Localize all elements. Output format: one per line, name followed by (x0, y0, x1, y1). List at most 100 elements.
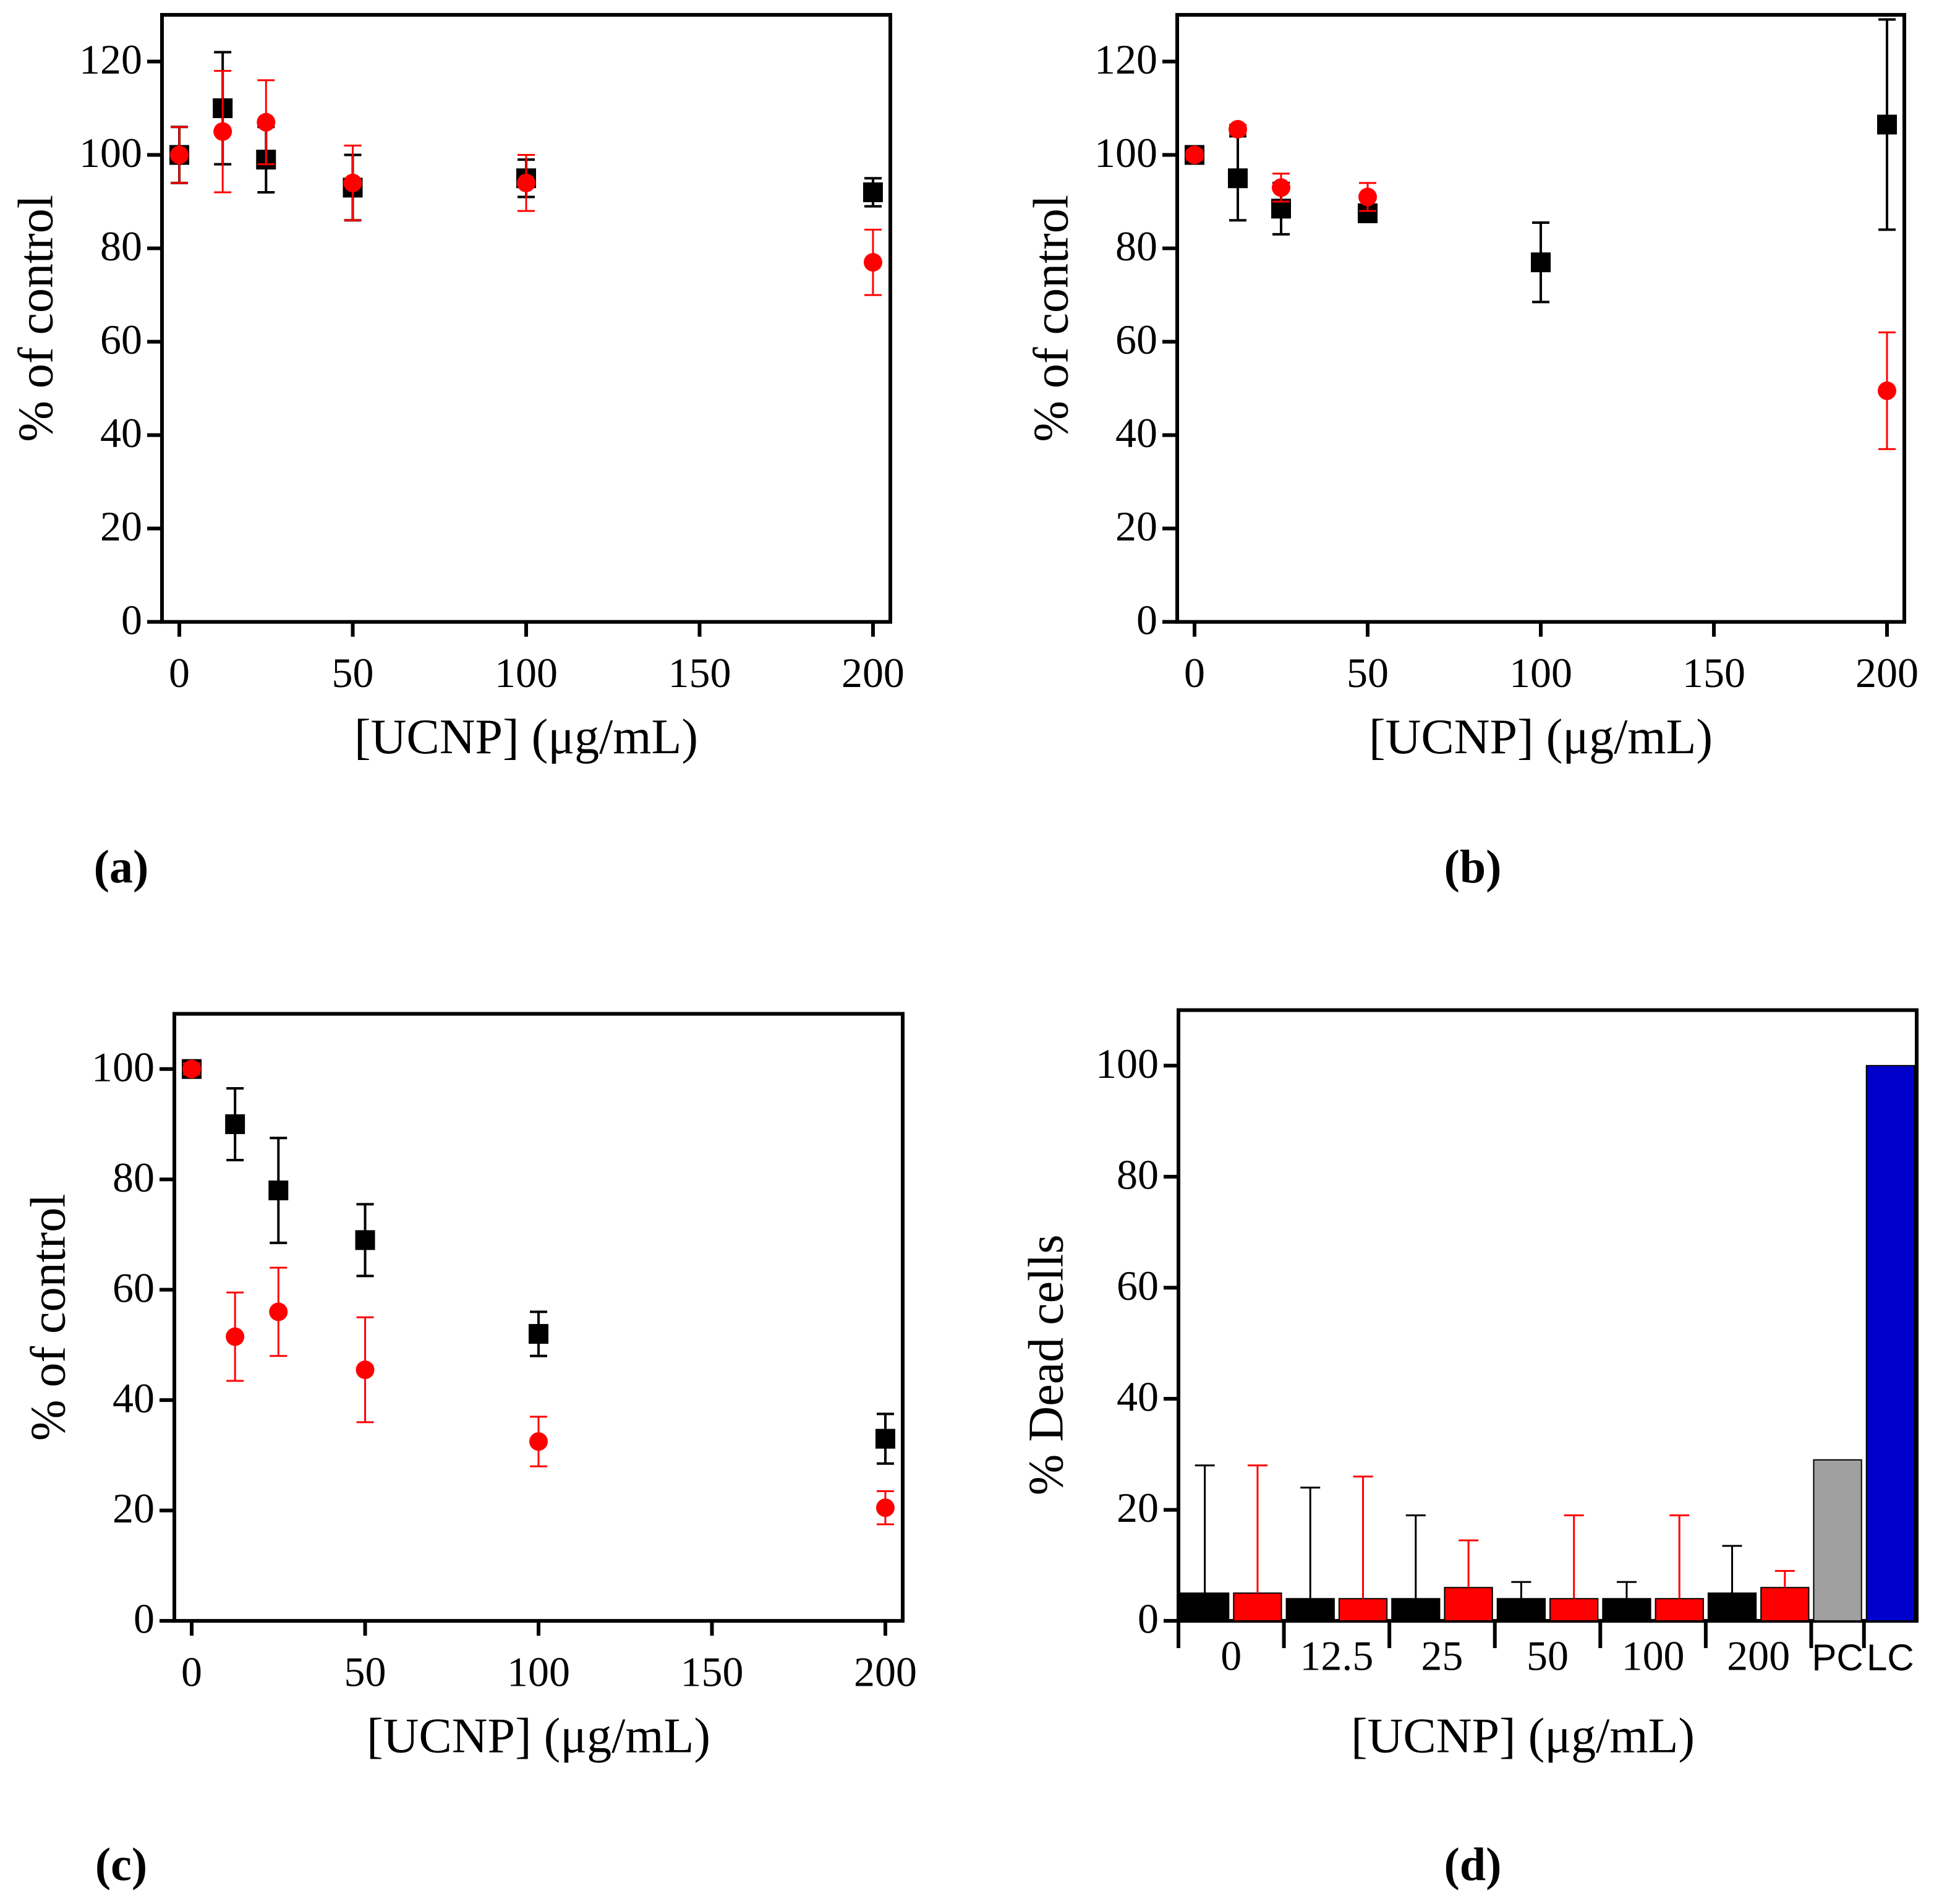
y-tick-label: 100 (1096, 1040, 1159, 1087)
y-tick-label: 120 (79, 36, 142, 83)
point (517, 173, 535, 192)
y-tick-label: 0 (134, 1595, 155, 1642)
y-axis-title: % of control (1024, 195, 1078, 442)
x-tick-label: 150 (1682, 649, 1745, 696)
y-tick-label: 80 (1115, 223, 1157, 270)
x-tick-label: 50 (332, 649, 374, 696)
y-tick-label: 60 (1117, 1262, 1159, 1309)
bar (1813, 1459, 1862, 1622)
x-tick-label: 50 (344, 1649, 386, 1696)
point (170, 145, 189, 164)
bar (1180, 1592, 1230, 1622)
x-tick-label: 200 (854, 1649, 917, 1696)
y-tick-label: 20 (1117, 1484, 1159, 1531)
bar (1444, 1587, 1493, 1622)
point (875, 1428, 895, 1449)
panel-label: (a) (94, 841, 149, 893)
bar (1391, 1598, 1441, 1622)
y-tick-label: 40 (100, 409, 142, 456)
y-tick-label: 20 (113, 1485, 155, 1532)
y-tick-label: 0 (121, 596, 142, 643)
point (1358, 187, 1377, 207)
x-tick-label: 50 (1527, 1633, 1569, 1680)
bar (1338, 1598, 1388, 1622)
panel-label: (d) (1444, 1838, 1502, 1890)
x-tick-label: 0 (1220, 1633, 1242, 1680)
bar (1602, 1598, 1651, 1622)
x-axis-title: [UCNP] (μg/mL) (1369, 710, 1713, 764)
x-tick-label: 200 (841, 649, 905, 696)
bar (1496, 1598, 1546, 1622)
y-tick-label: 100 (92, 1043, 155, 1090)
plot-frame (160, 12, 892, 624)
point (269, 1302, 288, 1321)
x-tick-label: 0 (181, 1649, 202, 1696)
bar (1655, 1598, 1704, 1622)
x-tick-label: 100 (507, 1649, 570, 1696)
y-tick-label: 0 (1138, 1595, 1159, 1642)
x-tick-label: 0 (1184, 649, 1205, 696)
bar (1707, 1592, 1757, 1622)
x-tick-label: 150 (680, 1649, 743, 1696)
point (268, 1180, 289, 1201)
point (257, 113, 276, 132)
y-tick-label: 20 (100, 503, 142, 550)
bar (1865, 1065, 1915, 1622)
point (356, 1360, 375, 1380)
y-tick-label: 80 (113, 1154, 155, 1201)
y-tick-label: 80 (100, 223, 142, 270)
point (529, 1432, 548, 1451)
y-tick-label: 40 (113, 1375, 155, 1422)
y-axis-title: % Dead cells (1019, 1234, 1073, 1495)
point (1531, 252, 1551, 273)
bar (1233, 1592, 1282, 1622)
y-tick-label: 40 (1115, 409, 1157, 456)
y-tick-label: 100 (79, 129, 142, 176)
panel-label: (c) (95, 1838, 147, 1890)
point (213, 122, 232, 141)
point (1185, 145, 1204, 164)
x-axis-title: [UCNP] (μg/mL) (1351, 1709, 1695, 1763)
x-tick-label: 150 (668, 649, 731, 696)
point (225, 1114, 245, 1134)
plot-frame (1177, 1008, 1919, 1623)
bar (1549, 1598, 1599, 1622)
x-tick-label: 100 (1509, 649, 1572, 696)
x-tick-label: 12.5 (1300, 1633, 1373, 1680)
point (875, 1498, 895, 1518)
y-tick-label: 0 (1136, 596, 1157, 643)
panel-label: (b) (1444, 841, 1502, 893)
x-tick-label: 200 (1855, 649, 1919, 696)
point (1228, 168, 1248, 189)
point (355, 1230, 375, 1250)
x-tick-label: 0 (169, 649, 190, 696)
point (1878, 381, 1896, 400)
y-tick-label: 60 (113, 1264, 155, 1311)
y-tick-label: 40 (1117, 1373, 1159, 1420)
x-axis-title: [UCNP] (μg/mL) (354, 710, 698, 764)
plot-frame (1175, 12, 1906, 624)
bar (1760, 1587, 1810, 1622)
x-tick-label: PC (1812, 1637, 1863, 1678)
point (863, 253, 882, 272)
y-tick-label: 100 (1094, 129, 1157, 176)
x-tick-label: 25 (1421, 1633, 1463, 1680)
x-axis-title: [UCNP] (μg/mL) (367, 1709, 710, 1763)
x-tick-label: LC (1867, 1637, 1914, 1678)
point (863, 182, 883, 202)
x-tick-label: 50 (1347, 649, 1389, 696)
y-tick-label: 80 (1117, 1151, 1159, 1198)
y-tick-label: 20 (1115, 503, 1157, 550)
point (343, 173, 362, 192)
y-axis-title: % of control (9, 195, 63, 442)
point (226, 1327, 245, 1346)
x-tick-label: 100 (495, 649, 558, 696)
point (1272, 178, 1290, 197)
y-tick-label: 60 (100, 316, 142, 363)
point (182, 1059, 202, 1078)
y-tick-label: 120 (1094, 36, 1157, 83)
point (1229, 120, 1247, 139)
bar (1285, 1598, 1335, 1622)
